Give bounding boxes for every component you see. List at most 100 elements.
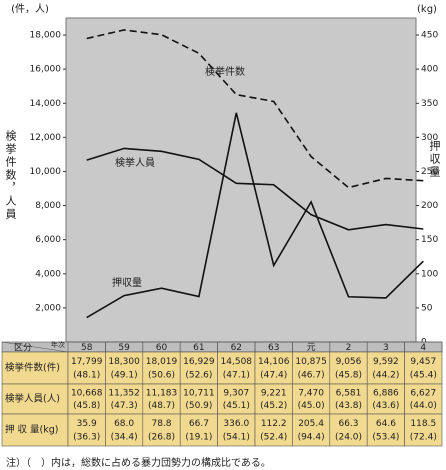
- cell-value: 10,875: [295, 357, 327, 367]
- y2-tick-label: 250: [421, 167, 438, 177]
- y2-tick-label: 150: [421, 235, 438, 245]
- table-cell: [366, 351, 405, 385]
- cell-share: (26.8): [148, 433, 175, 443]
- cell-share: (45.8): [335, 371, 362, 381]
- plot-area: [65, 17, 417, 343]
- cell-share: (49.1): [111, 371, 138, 381]
- cell-share: (48.1): [73, 371, 100, 381]
- series-line: [86, 29, 424, 189]
- y2-tick-label: 300: [421, 133, 438, 143]
- table-cell: [254, 351, 293, 385]
- y2-unit: (kg): [417, 4, 437, 15]
- cell-value: 9,221: [261, 389, 287, 399]
- note: 注）（ ）内は，総数に占める暴力団勢力の構成比である。: [6, 456, 271, 469]
- x-tick-label: 61: [193, 343, 204, 353]
- series-label: 検挙人員: [115, 156, 155, 169]
- cell-share: (48.7): [148, 401, 175, 411]
- x-tick-label: 62: [231, 343, 242, 353]
- cell-value: 9,592: [373, 357, 399, 367]
- series-label: 検挙件数: [205, 65, 245, 78]
- table-cell: [292, 383, 331, 415]
- cell-value: 112.2: [261, 419, 287, 429]
- cell-value: 10,668: [71, 389, 103, 399]
- table-cell: [404, 383, 443, 415]
- y-tick-label: 10,000: [30, 167, 62, 177]
- cell-value: 9,307: [223, 389, 249, 399]
- table-cell: [67, 351, 106, 385]
- y2-tick-label: 350: [421, 99, 438, 109]
- cell-share: (45.1): [223, 401, 250, 411]
- table-cell: [105, 351, 144, 385]
- cell-value: 9,056: [336, 357, 362, 367]
- cell-value: 6,627: [410, 389, 436, 399]
- cell-value: 64.6: [376, 419, 396, 429]
- y-title: 検挙件数，人員: [4, 129, 17, 221]
- table-cell: [179, 383, 218, 415]
- cell-value: 11,183: [146, 389, 178, 399]
- table-cell: [254, 413, 293, 447]
- cell-share: (47.3): [111, 401, 138, 411]
- series-label: 押収量: [112, 276, 142, 289]
- cell-share: (43.8): [335, 401, 362, 411]
- cell-value: 10,711: [183, 389, 215, 399]
- cell-share: (54.1): [223, 433, 250, 443]
- cell-value: 78.8: [151, 419, 171, 429]
- cell-share: (44.0): [410, 401, 437, 411]
- table-cell: [217, 383, 256, 415]
- y-tick-label: 4,000: [35, 269, 61, 279]
- y2-tick-label: 400: [421, 65, 438, 75]
- cell-value: 66.7: [189, 419, 209, 429]
- row-label: 押 収 量(kg): [5, 424, 58, 436]
- series-line: [86, 112, 424, 319]
- table-cell: [404, 351, 443, 385]
- cell-share: (19.1): [185, 433, 212, 443]
- y2-tick-label: 100: [421, 269, 438, 279]
- cell-value: 14,106: [258, 357, 290, 367]
- cell-value: 66.3: [338, 419, 358, 429]
- header-diagonal: [1, 341, 69, 353]
- cell-value: 7,470: [298, 389, 324, 399]
- cell-value: 16,929: [183, 357, 215, 367]
- x-tick-label: 2: [346, 343, 352, 353]
- cell-value: 18,300: [108, 357, 140, 367]
- cell-value: 9,457: [410, 357, 436, 367]
- x-tick-label: 3: [383, 343, 389, 353]
- table-cell: [179, 351, 218, 385]
- cell-share: (45.2): [260, 401, 287, 411]
- cell-share: (72.4): [410, 433, 437, 443]
- cell-share: (36.3): [73, 433, 100, 443]
- cell-value: 205.4: [298, 419, 324, 429]
- table-cell: [329, 413, 368, 447]
- y-tick-label: 6,000: [35, 235, 61, 245]
- table-cell: [366, 413, 405, 447]
- header-cell: 区分: [14, 343, 32, 354]
- cell-share: (44.2): [372, 371, 399, 381]
- cell-value: 118.5: [410, 419, 436, 429]
- cell-value: 6,581: [336, 389, 362, 399]
- table-cell: [404, 413, 443, 447]
- row-label: 検挙件数(件): [5, 362, 60, 374]
- cell-share: (52.6): [185, 371, 212, 381]
- y2-tick-label: 50: [421, 303, 433, 313]
- x-tick-label: 60: [156, 343, 168, 353]
- cell-value: 11,352: [108, 389, 140, 399]
- table-cell: [217, 351, 256, 385]
- cell-share: (50.6): [148, 371, 175, 381]
- header-cell: 年次: [51, 340, 65, 349]
- cell-value: 68.0: [114, 419, 134, 429]
- x-tick-label: 63: [268, 343, 279, 353]
- row-label-cell: [1, 351, 69, 385]
- x-tick-label: 59: [118, 343, 130, 353]
- y-tick-label: 8,000: [35, 201, 61, 211]
- table-cell: [292, 351, 331, 385]
- cell-share: (50.9): [185, 401, 212, 411]
- x-tick-label: 元: [307, 343, 316, 353]
- table-cell: [366, 383, 405, 415]
- table-cell: [292, 413, 331, 447]
- y2-tick-label: 450: [421, 31, 438, 41]
- cell-share: (34.4): [111, 433, 138, 443]
- cell-share: (52.4): [260, 433, 287, 443]
- series-line: [86, 147, 424, 231]
- table-cell: [105, 413, 144, 447]
